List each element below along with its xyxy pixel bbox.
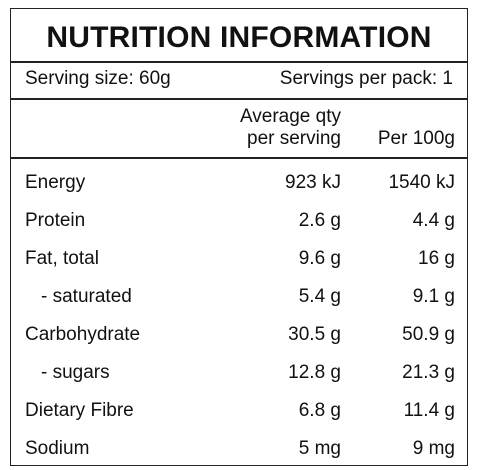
divider	[11, 61, 467, 63]
nutrient-value: 11.4 g	[403, 400, 455, 421]
nutrient-value: 923 kJ	[285, 172, 341, 193]
nutrition-panel: NUTRITION INFORMATION Serving size: 60g …	[10, 8, 468, 466]
nutrient-value: 5.4 g	[298, 286, 341, 307]
nutrient-value: 6.8 g	[298, 400, 341, 421]
panel-title: NUTRITION INFORMATION	[46, 21, 432, 54]
nutrient-value: 9.6 g	[298, 248, 341, 269]
column-header: Average qty	[239, 106, 341, 127]
nutrient-value: 21.3 g	[402, 362, 455, 383]
serving-size: Serving size: 60g	[25, 68, 171, 89]
nutrient-label: Sodium	[25, 438, 90, 459]
column-header: per serving	[247, 128, 341, 149]
nutrient-value: 9.1 g	[412, 286, 455, 307]
nutrient-label: Protein	[25, 210, 86, 231]
nutrient-value: 12.8 g	[288, 362, 341, 383]
nutrient-value: 1540 kJ	[388, 172, 455, 193]
nutrient-label: Energy	[25, 172, 86, 193]
servings-per-pack: Servings per pack: 1	[279, 68, 453, 89]
divider	[11, 98, 467, 100]
nutrient-label: - sugars	[41, 362, 110, 383]
nutrient-label: - saturated	[41, 286, 132, 307]
nutrient-value: 50.9 g	[402, 324, 455, 345]
nutrient-value: 16 g	[418, 248, 455, 269]
column-header: Per 100g	[377, 128, 455, 149]
nutrient-value: 4.4 g	[412, 210, 455, 231]
nutrient-label: Fat, total	[25, 248, 99, 269]
nutrient-value: 5 mg	[298, 438, 341, 459]
nutrient-value: 9 mg	[412, 438, 455, 459]
nutrient-label: Dietary Fibre	[25, 400, 134, 421]
divider	[11, 157, 467, 159]
nutrient-label: Carbohydrate	[25, 324, 141, 345]
nutrient-value: 2.6 g	[298, 210, 341, 231]
nutrient-value: 30.5 g	[288, 324, 341, 345]
